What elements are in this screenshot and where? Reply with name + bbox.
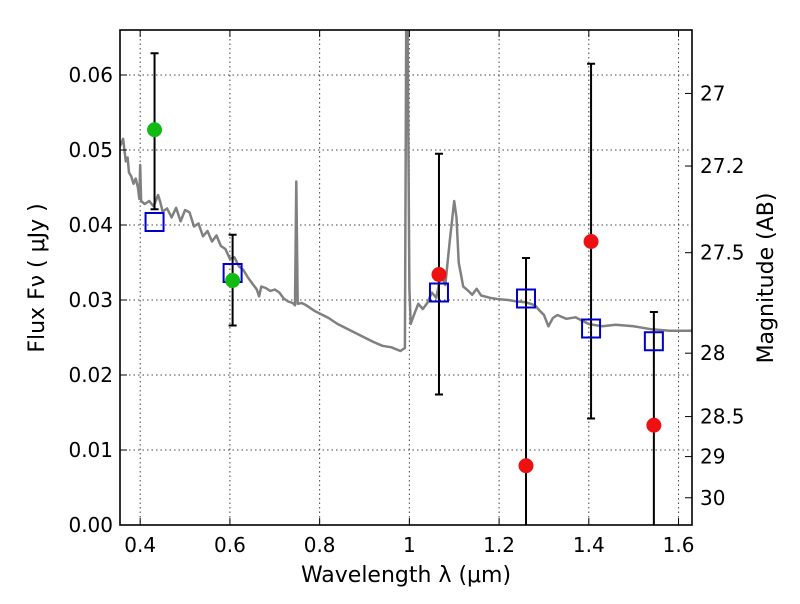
observed-point-layer [147,122,662,474]
observed-point-2 [431,267,447,282]
observed-point-0 [147,122,163,138]
y2-tick-label: 28.5 [700,405,745,429]
x-tick-label: 1.2 [483,533,515,557]
model-square-layer [144,212,664,352]
model-square-4 [581,318,602,339]
model-square-0 [144,212,165,232]
y-tick-label: 0.06 [68,63,113,87]
observed-point-5 [646,417,662,433]
y-axis-ticks: 0.00 0.01 0.02 0.03 0.04 0.05 0.06 [68,63,127,537]
x-axis-label: Wavelength λ (μm) [301,563,511,588]
y2-tick-label: 30 [700,486,725,510]
x-tick-label: 0.6 [214,533,246,557]
x-tick-label: 1.6 [663,533,695,557]
spectrum-layer [120,30,692,353]
x-tick-label: 0.8 [304,533,336,557]
y2-tick-label: 27.5 [700,241,745,265]
y-tick-label: 0.00 [68,513,113,537]
y2-tick-label: 27 [700,81,725,105]
y2-tick-label: 29 [700,445,725,469]
y-axis-label: Flux Fν ( μJy ) [25,203,50,352]
y-tick-label: 0.04 [68,213,113,237]
y-tick-label: 0.01 [68,438,113,462]
x-tick-label: 1.4 [573,533,605,557]
x-tick-label: 0.4 [124,533,156,557]
y2-axis-ticks: 27 27.2 27.5 28 28.5 29 30 [685,81,745,510]
y-tick-label: 0.02 [68,363,113,387]
y2-tick-label: 28 [700,341,725,365]
y2-tick-label: 27.2 [700,154,745,178]
model-square-5 [643,331,664,352]
model-square-2 [428,282,449,303]
y-tick-label: 0.05 [68,138,113,162]
y2-axis-label: Magnitude (AB) [754,193,779,364]
observed-point-3 [518,458,534,474]
observed-point-1 [225,273,241,288]
x-axis-ticks: 0.4 0.6 0.8 1 1.2 1.4 1.6 [124,30,694,557]
model-square-3 [516,288,537,309]
plot-frame [119,29,693,526]
x-tick-label: 1 [403,533,416,557]
observed-point-4 [583,234,599,249]
spectrum-line [120,30,692,353]
y-tick-label: 0.03 [68,288,113,312]
